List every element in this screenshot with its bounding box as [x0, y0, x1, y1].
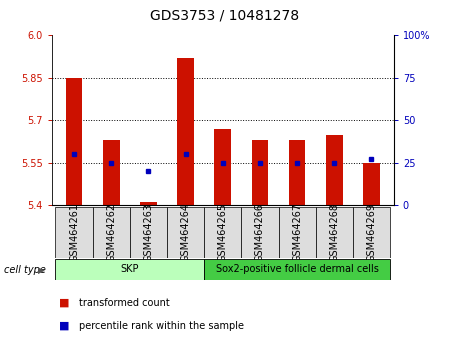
Text: SKP: SKP — [121, 264, 139, 274]
Bar — [241, 207, 279, 258]
Text: GSM464263: GSM464263 — [144, 203, 153, 262]
Text: ▶: ▶ — [38, 266, 45, 275]
Text: GDS3753 / 10481278: GDS3753 / 10481278 — [150, 9, 300, 23]
Text: GSM464266: GSM464266 — [255, 203, 265, 262]
Bar — [93, 207, 130, 258]
Bar — [326, 135, 342, 205]
Text: GSM464264: GSM464264 — [180, 203, 191, 262]
Bar — [363, 163, 380, 205]
Bar — [279, 207, 316, 258]
Text: percentile rank within the sample: percentile rank within the sample — [79, 321, 244, 331]
Bar — [167, 207, 204, 258]
Text: Sox2-positive follicle dermal cells: Sox2-positive follicle dermal cells — [216, 264, 378, 274]
Bar — [103, 140, 120, 205]
Bar — [353, 207, 390, 258]
Bar — [316, 207, 353, 258]
Bar — [289, 140, 306, 205]
Text: GSM464265: GSM464265 — [218, 203, 228, 262]
Text: ■: ■ — [58, 298, 69, 308]
Text: GSM464267: GSM464267 — [292, 203, 302, 262]
Text: ■: ■ — [58, 321, 69, 331]
Text: cell type: cell type — [4, 265, 46, 275]
Text: transformed count: transformed count — [79, 298, 170, 308]
Text: GSM464269: GSM464269 — [366, 203, 377, 262]
Text: GSM464262: GSM464262 — [106, 203, 116, 262]
Bar — [130, 207, 167, 258]
Bar — [140, 202, 157, 205]
Bar — [214, 129, 231, 205]
Text: GSM464261: GSM464261 — [69, 203, 79, 262]
Bar — [55, 259, 204, 280]
Bar — [177, 58, 194, 205]
Bar — [66, 78, 82, 205]
Bar — [204, 259, 390, 280]
Bar — [204, 207, 241, 258]
Bar — [55, 207, 93, 258]
Text: GSM464268: GSM464268 — [329, 203, 339, 262]
Bar — [252, 140, 268, 205]
